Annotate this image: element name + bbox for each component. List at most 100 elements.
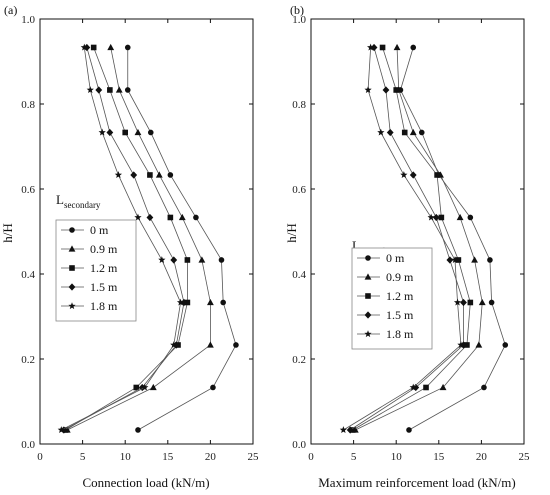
x-axis-title: Connection load (kN/m) <box>82 475 209 490</box>
legend-label: 1.2 m <box>386 289 414 303</box>
data-point-diamond <box>460 298 467 307</box>
data-point-circle <box>167 172 174 178</box>
data-point-square <box>122 129 128 136</box>
y-tick-label: 0.8 <box>292 99 306 111</box>
data-point-square <box>464 342 470 348</box>
legend-marker-star <box>364 330 372 338</box>
series-line <box>400 47 506 431</box>
x-axis-title: Maximum reinforcement load (kN/m) <box>318 475 515 490</box>
y-tick-label: 0.8 <box>21 99 35 111</box>
legend-label: 1.8 m <box>90 299 118 313</box>
data-point-circle <box>406 427 412 433</box>
data-point-square <box>107 87 113 93</box>
data-point-triangle <box>134 128 142 136</box>
y-tick-label: 0.2 <box>292 354 306 366</box>
y-tick-label: 0.0 <box>21 439 35 451</box>
x-tick-label: 25 <box>248 451 260 463</box>
legend-marker-square <box>69 265 75 271</box>
data-point-diamond <box>382 86 390 94</box>
data-point-star <box>176 298 185 306</box>
legend-label: 1.5 m <box>386 308 414 322</box>
data-point-circle <box>220 299 226 306</box>
x-tick-label: 5 <box>80 451 86 463</box>
legend-label: 0.9 m <box>90 242 118 256</box>
y-tick-label: 0.0 <box>292 439 306 451</box>
y-tick-label: 1.0 <box>21 14 35 26</box>
data-point-triangle <box>178 213 186 221</box>
data-point-square <box>90 44 97 51</box>
data-point-star <box>400 171 408 179</box>
data-point-star <box>457 341 465 349</box>
data-point-star <box>427 213 435 221</box>
legend-title-main: L <box>352 238 360 253</box>
data-point-circle <box>233 342 239 348</box>
data-point-circle <box>410 44 417 51</box>
data-point-star <box>367 43 375 51</box>
y-axis-title: h/H <box>0 223 15 243</box>
data-point-triangle <box>198 256 206 263</box>
series-1-2m <box>349 44 474 433</box>
data-point-circle <box>218 257 225 263</box>
legend-label: 1.8 m <box>386 327 414 341</box>
data-point-triangle <box>471 256 478 263</box>
data-point-circle <box>481 384 487 391</box>
x-tick-label: 0 <box>308 451 314 463</box>
data-point-star <box>377 128 385 136</box>
data-point-circle <box>210 384 216 391</box>
x-tick-label: 15 <box>433 451 445 463</box>
y-tick-label: 0.6 <box>292 184 306 196</box>
series-line <box>127 47 237 431</box>
data-point-triangle <box>207 341 214 348</box>
data-point-square <box>167 214 174 221</box>
series-0m <box>124 44 239 433</box>
data-point-triangle <box>456 213 464 221</box>
data-point-circle <box>124 87 131 93</box>
data-point-star <box>114 171 122 179</box>
legend-entry: 1.5 m <box>61 280 118 294</box>
data-point-triangle <box>107 43 115 51</box>
legend-entry: 1.8 m <box>61 299 118 313</box>
series-line <box>349 47 464 431</box>
data-point-diamond <box>146 213 154 222</box>
legend-label: 0 m <box>90 223 109 237</box>
y-axis-title: h/H <box>284 223 299 243</box>
data-point-diamond <box>346 426 354 434</box>
data-point-diamond <box>60 426 68 434</box>
data-point-circle <box>135 427 141 433</box>
data-point-square <box>379 44 386 51</box>
legend-entry: 1.2 m <box>357 289 414 303</box>
data-point-star <box>158 256 166 264</box>
data-point-diamond <box>460 341 467 349</box>
chart-panel-a: 0 5 10 15 20 25 0.0 0.2 0.4 0.6 0.8 1.0 Connection l… <box>0 3 259 490</box>
data-point-circle <box>487 257 493 263</box>
legend-entry: 0.9 m <box>61 242 118 256</box>
data-point-circle <box>488 299 495 306</box>
data-point-star <box>170 341 178 349</box>
legend-marker-star <box>68 302 76 310</box>
legend-marker-diamond <box>364 311 372 319</box>
data-point-triangle <box>207 298 214 306</box>
data-point-circle <box>124 44 131 51</box>
data-point-star <box>453 298 462 306</box>
y-tick-label: 1.0 <box>292 14 306 26</box>
data-point-star <box>80 43 88 51</box>
series-0-9m <box>63 43 214 433</box>
data-point-circle <box>418 129 425 136</box>
series-line <box>67 47 211 431</box>
data-point-star <box>57 426 65 434</box>
data-point-circle <box>193 214 199 221</box>
data-point-circle <box>502 342 509 348</box>
series-line <box>352 47 471 431</box>
data-point-diamond <box>106 128 114 137</box>
data-point-diamond <box>170 256 178 264</box>
x-tick-label: 20 <box>205 451 217 463</box>
data-point-star <box>409 383 417 391</box>
legend-marker-circle <box>69 227 75 233</box>
series-line <box>355 47 483 431</box>
legend-title: Lsecondary <box>56 192 101 210</box>
data-point-square <box>184 299 191 306</box>
x-tick-label: 10 <box>391 451 403 463</box>
data-point-square <box>133 384 140 391</box>
data-point-diamond <box>446 256 454 264</box>
x-tick-label: 25 <box>519 451 531 463</box>
